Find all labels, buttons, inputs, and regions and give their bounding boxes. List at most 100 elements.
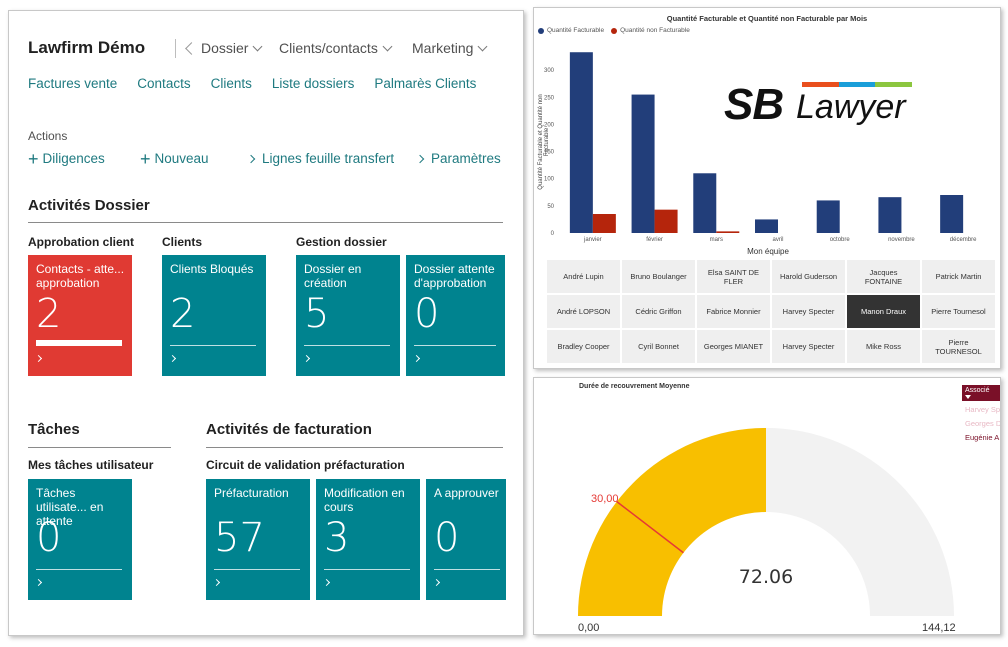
bar-facturable[interactable]: [940, 195, 964, 233]
tile-label: Tâches utilisate... en attente: [36, 486, 104, 528]
chevron-right-icon: [432, 578, 441, 587]
slicer-item[interactable]: Jacques FONTAINE: [846, 259, 921, 294]
bar-facturable[interactable]: [755, 219, 778, 233]
nav-dossier-label: Dossier: [201, 40, 249, 56]
chevron-down-icon: [478, 41, 488, 51]
quick-links: Factures vente Contacts Clients Liste do…: [28, 76, 476, 91]
tile-label: Contacts - atte... approbation: [36, 262, 125, 290]
group-circuit-validation: Circuit de validation préfacturation: [206, 458, 405, 472]
tile-value: 0: [434, 515, 460, 561]
gauge-chart: 30,00 72.06 0,00 144,12: [578, 427, 956, 634]
slicer-item[interactable]: Cédric Griffon: [621, 294, 696, 329]
tile-dossier-attente-approbation[interactable]: Dossier attente d'approbation 0: [406, 255, 505, 376]
tile-dossier-en-creation[interactable]: Dossier en création 5: [296, 255, 400, 376]
y-tick-label: 250: [544, 95, 555, 101]
group-gestion-dossier: Gestion dossier: [296, 235, 387, 249]
x-tick-label: mars: [710, 237, 723, 243]
link-liste-dossiers[interactable]: Liste dossiers: [271, 76, 355, 91]
slicer-item[interactable]: Cyril Bonnet: [621, 329, 696, 364]
dropdown-icon: [965, 395, 971, 399]
link-contacts[interactable]: Contacts: [137, 76, 191, 91]
gauge-value: 72.06: [739, 566, 793, 588]
slicer-item[interactable]: Patrick Martin: [921, 259, 996, 294]
link-clients[interactable]: Clients: [210, 76, 252, 91]
chevron-right-icon: [246, 154, 256, 163]
action-lignes-feuille-transfert[interactable]: Lignes feuille transfert: [246, 151, 394, 166]
nav-clients-contacts-label: Clients/contacts: [279, 40, 378, 56]
bar-facturable[interactable]: [631, 94, 655, 233]
tile-value: 2: [170, 291, 196, 337]
tile-clients-bloques[interactable]: Clients Bloqués 2: [162, 255, 266, 376]
bar-non-facturable[interactable]: [654, 209, 678, 233]
chevron-right-icon: [34, 354, 43, 363]
gauge-min-label: 0,00: [578, 622, 599, 634]
chevron-left-icon[interactable]: [185, 41, 198, 55]
x-tick-label: février: [646, 237, 663, 243]
action-parametres[interactable]: Paramètres: [415, 151, 501, 166]
slicer-item[interactable]: Harold Guderson: [771, 259, 846, 294]
nav-clients-contacts[interactable]: Clients/contacts: [279, 40, 393, 56]
sb-lawyer-logo-text: Lawyer: [796, 88, 906, 126]
slicer-item[interactable]: Bradley Cooper: [546, 329, 621, 364]
group-clients: Clients: [162, 235, 203, 249]
link-factures-vente[interactable]: Factures vente: [28, 76, 118, 91]
section-divider: [28, 222, 503, 223]
gauge-target-marker: [616, 501, 684, 554]
tile-label: Modification en cours: [324, 486, 405, 514]
legend-item-facturable[interactable]: Quantité Facturable: [538, 27, 604, 34]
legend-item-non-facturable[interactable]: Quantité non Facturable: [611, 27, 690, 34]
bar-facturable[interactable]: [816, 200, 840, 233]
associe-header-label: Associé: [965, 387, 990, 394]
gauge-target-label: 30,00: [591, 493, 619, 505]
action-diligences[interactable]: + Diligences: [28, 150, 105, 168]
tile-label: Préfacturation: [214, 486, 289, 500]
x-tick-label: avril: [772, 237, 783, 243]
slicer-item[interactable]: Pierre TOURNESOL: [921, 329, 996, 364]
slicer-item[interactable]: Harvey Specter: [771, 294, 846, 329]
slicer-item[interactable]: Pierre Tournesol: [921, 294, 996, 329]
associe-item[interactable]: Harvey Sp: [965, 405, 1001, 414]
tile-contacts-attente-approbation[interactable]: Contacts - atte... approbation 2: [28, 255, 132, 376]
action-nouveau[interactable]: + Nouveau: [140, 150, 209, 168]
y-tick-label: 100: [544, 177, 555, 183]
slicer-item[interactable]: Georges MIANET: [696, 329, 771, 364]
chart-legend: Quantité Facturable Quantité non Factura…: [538, 27, 690, 34]
nav-marketing[interactable]: Marketing: [412, 40, 488, 56]
associe-item[interactable]: Georges D: [965, 419, 1001, 428]
bar-facturable[interactable]: [569, 52, 593, 233]
slicer-item[interactable]: André LOPSON: [546, 294, 621, 329]
tile-a-approuver[interactable]: A approuver 0: [426, 479, 506, 600]
associe-item[interactable]: Eugénie A: [965, 433, 1000, 442]
tile-modification-en-cours[interactable]: Modification en cours 3: [316, 479, 420, 600]
slicer-item[interactable]: Manon Draux: [846, 294, 921, 329]
tile-value: 2: [36, 291, 62, 337]
slicer-item[interactable]: Harvey Specter: [771, 329, 846, 364]
tile-progress-bar: [36, 340, 122, 346]
nav-dossier[interactable]: Dossier: [185, 40, 263, 56]
chart-title: Quantité Facturable et Quantité non Fact…: [666, 14, 868, 23]
bar-facturable[interactable]: [878, 197, 902, 233]
link-palmares-clients[interactable]: Palmarès Clients: [374, 76, 477, 91]
tile-prefacturation[interactable]: Préfacturation 57: [206, 479, 310, 600]
associe-slicer-header[interactable]: Associé: [962, 385, 1000, 401]
bar-non-facturable[interactable]: [716, 231, 740, 233]
sb-lawyer-logo: SB: [724, 80, 784, 129]
slicer-item[interactable]: André Lupin: [546, 259, 621, 294]
tile-value: 57: [214, 515, 265, 561]
slicer-item[interactable]: Elsa SAINT DE FLER: [696, 259, 771, 294]
bar-non-facturable[interactable]: [592, 214, 616, 233]
slicer-item[interactable]: Fabrice Monnier: [696, 294, 771, 329]
tile-taches-en-attente[interactable]: Tâches utilisate... en attente 0: [28, 479, 132, 600]
slicer-item[interactable]: Bruno Boulanger: [621, 259, 696, 294]
team-slicer: André Lupin Bruno Boulanger Elsa SAINT DE …: [546, 259, 996, 364]
business-central-panel: Lawfirm Démo Dossier Clients/contacts Ma…: [8, 10, 524, 636]
bar-facturable[interactable]: [693, 173, 717, 233]
gauge-fill[interactable]: [578, 428, 766, 616]
tile-divider: [434, 569, 500, 570]
tile-label: Dossier attente d'approbation: [414, 262, 495, 290]
x-tick-label: novembre: [888, 237, 915, 243]
tile-divider: [324, 569, 410, 570]
slicer-item[interactable]: Mike Ross: [846, 329, 921, 364]
tile-value: 3: [324, 515, 350, 561]
tile-divider: [214, 569, 300, 570]
